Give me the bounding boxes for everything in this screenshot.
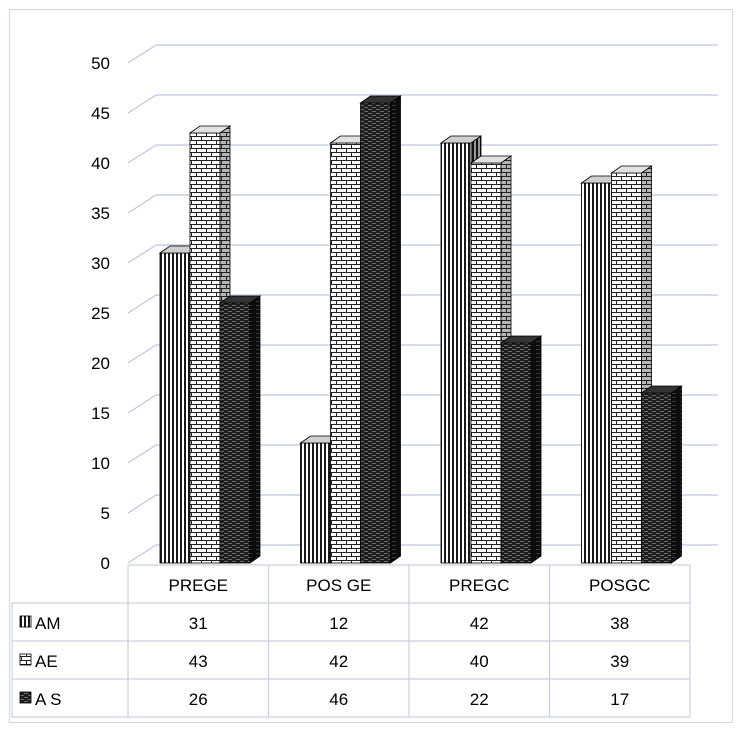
bar-top (188, 125, 232, 134)
y-tick-label: 25 (91, 304, 110, 323)
y-tick-label: 0 (101, 554, 110, 573)
bar-front (440, 142, 472, 564)
data-label: 40 (470, 652, 489, 671)
bar-side (249, 295, 261, 564)
bar-front (500, 342, 532, 564)
x-tick-label: POS GE (306, 576, 371, 595)
y-tick-label: 20 (91, 354, 110, 373)
gridline (127, 194, 718, 214)
bar-ae-pregc (469, 155, 513, 564)
gridline (127, 44, 718, 64)
x-tick-label: PREGE (168, 576, 228, 595)
data-table: PREGE POS GE PREGC POSGC AM 31 12 42 38 AE 43 42 40 3… (11, 564, 691, 718)
bar-side (530, 335, 542, 564)
data-label: 46 (329, 690, 348, 709)
x-tick-label: POSGC (589, 576, 650, 595)
data-label: 42 (329, 652, 348, 671)
bar-as-prege (218, 295, 262, 564)
bar-front (300, 442, 331, 564)
gridline (127, 94, 718, 114)
legend-key-as (19, 691, 32, 704)
bars (158, 95, 683, 564)
data-label: 22 (470, 690, 489, 709)
bar-top (640, 385, 683, 394)
chart-frame (9, 9, 733, 723)
data-label: 26 (189, 690, 208, 709)
bar-front (581, 182, 612, 564)
bar-front (611, 172, 642, 564)
y-tick-label: 5 (101, 504, 110, 523)
bar-top (439, 135, 483, 144)
bar-as-posge (359, 95, 402, 564)
bar-front (189, 132, 221, 564)
bar-top (218, 295, 262, 304)
legend-key-am (19, 615, 32, 628)
bar-as-posgc (640, 385, 683, 564)
y-tick-label: 35 (91, 204, 110, 223)
data-label: 39 (610, 652, 629, 671)
y-tick-label: 45 (91, 104, 110, 123)
bar-top (499, 335, 543, 344)
bar-front (330, 142, 361, 564)
data-label: 12 (329, 614, 348, 633)
bar-front (159, 252, 191, 564)
data-label: 38 (610, 614, 629, 633)
gridline (127, 144, 718, 164)
x-tick-label: PREGC (449, 576, 509, 595)
bar-as-pregc (499, 335, 543, 564)
gridline (127, 244, 718, 264)
bar-front (219, 302, 251, 564)
legend-label: AE (35, 652, 58, 671)
y-tick-label: 30 (91, 254, 110, 273)
bar-top (469, 155, 513, 164)
gridline (127, 294, 718, 314)
legend-label: A S (35, 690, 61, 709)
data-label: 43 (189, 652, 208, 671)
bar-top (359, 95, 402, 104)
legend-key-ae (19, 653, 32, 666)
data-label: 17 (610, 690, 629, 709)
bar-front (641, 392, 672, 564)
bar-front (360, 102, 391, 564)
y-tick-label: 15 (91, 404, 110, 423)
y-axis-ticks: 0 5 10 15 20 25 30 35 40 45 50 (91, 54, 110, 573)
bar-side (671, 385, 682, 564)
bar-side (390, 95, 401, 564)
y-tick-label: 50 (91, 54, 110, 73)
data-label: 31 (189, 614, 208, 633)
y-tick-label: 40 (91, 154, 110, 173)
data-label: 42 (470, 614, 489, 633)
y-tick-label: 10 (91, 454, 110, 473)
legend-label: AM (35, 614, 61, 633)
bar-top (610, 165, 653, 174)
bar-front (470, 162, 502, 564)
